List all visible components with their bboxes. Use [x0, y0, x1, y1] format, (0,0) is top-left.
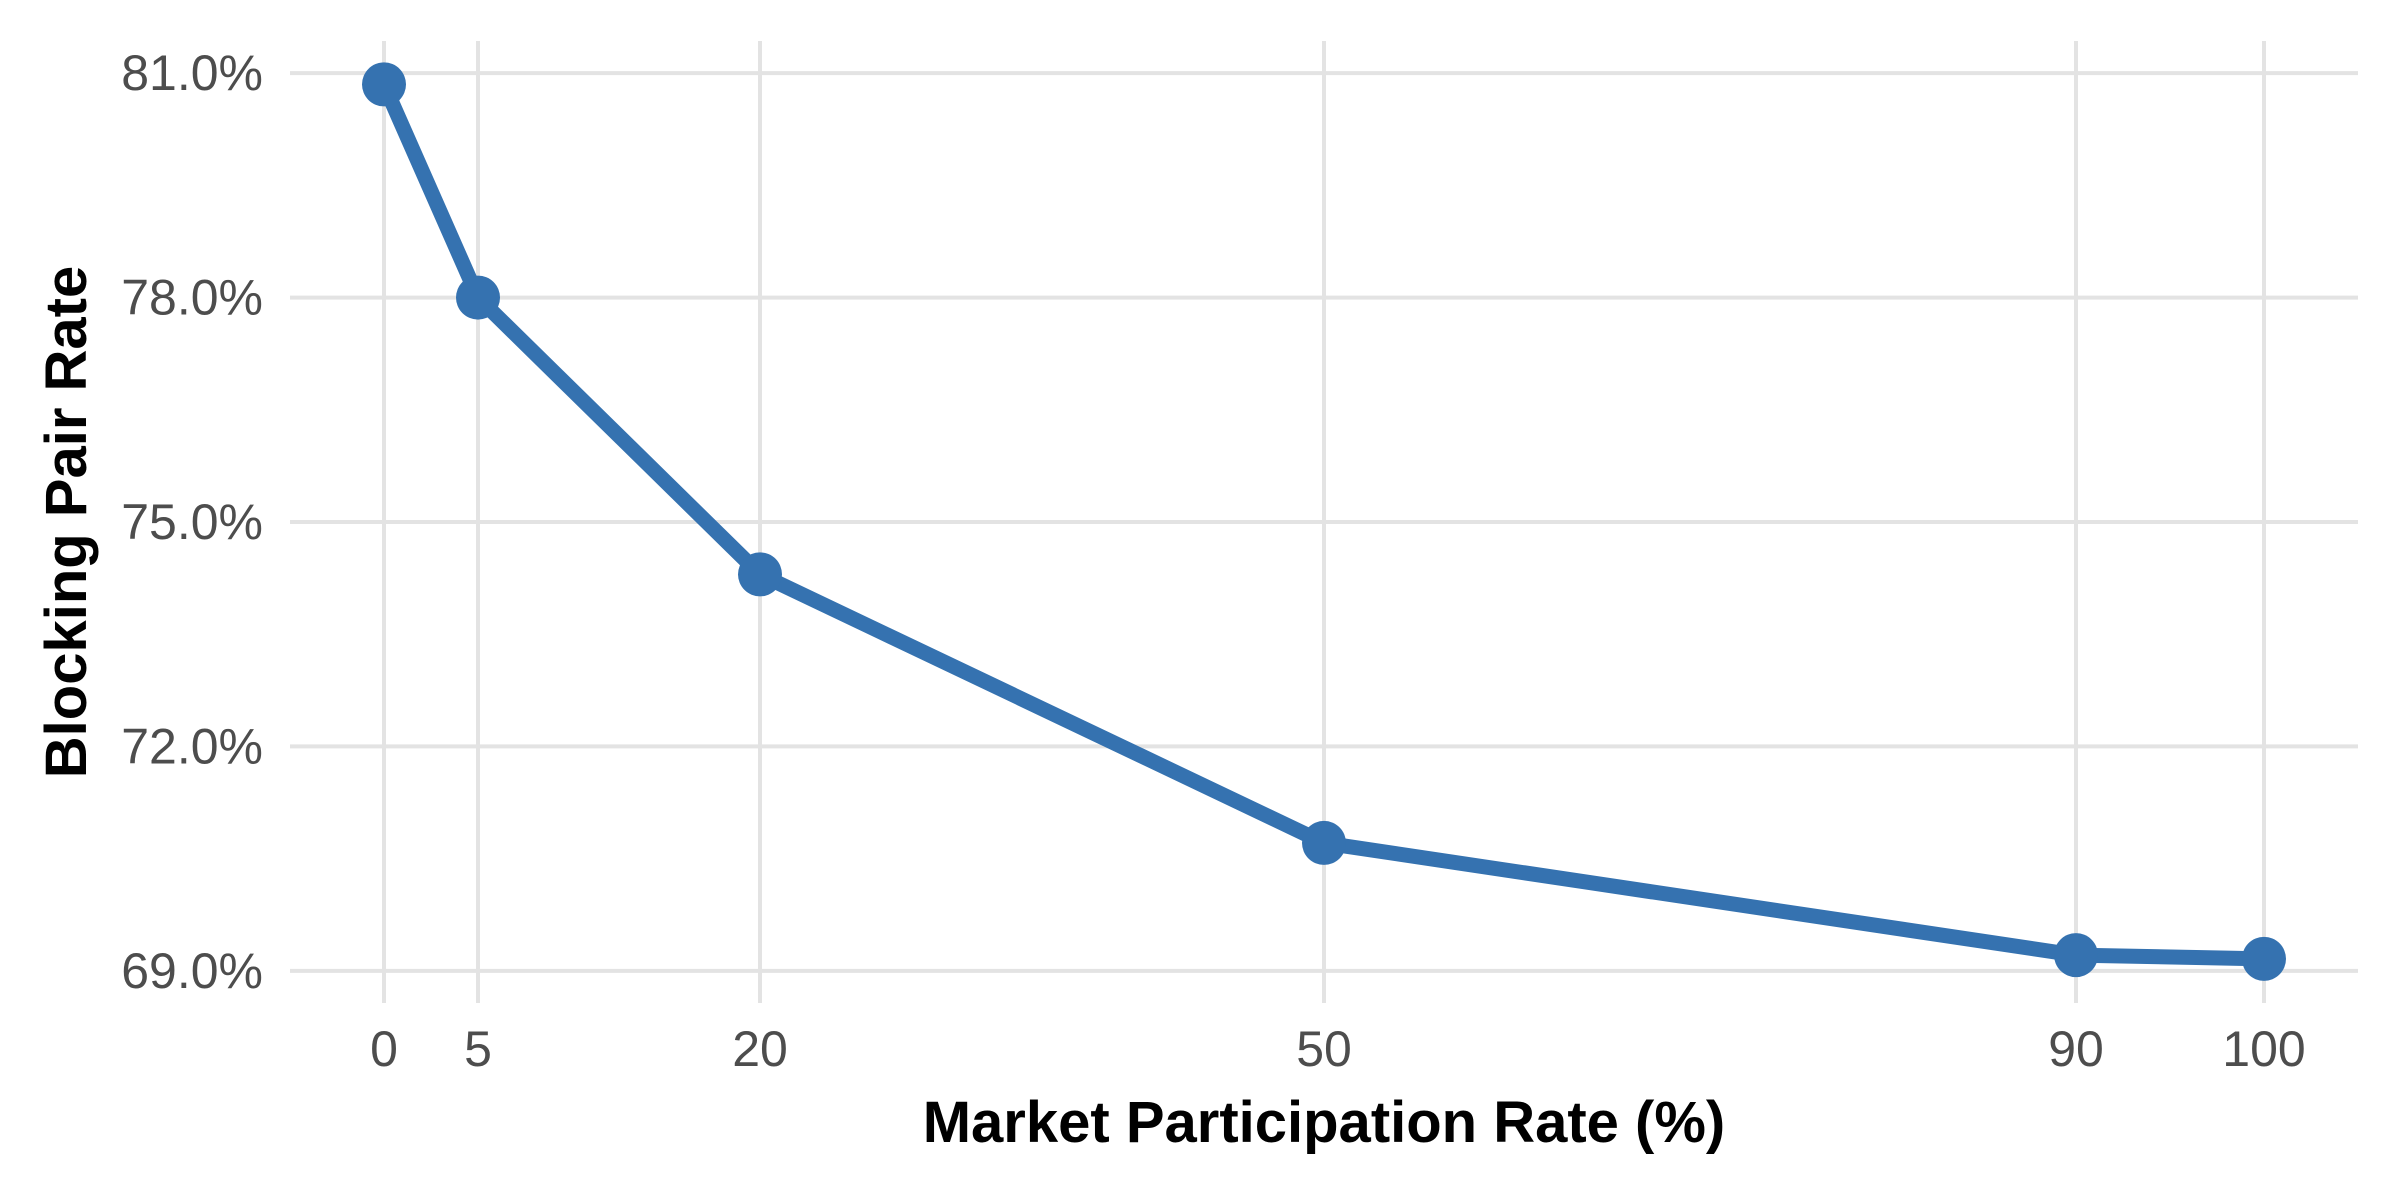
y-tick-label: 72.0%	[121, 718, 263, 774]
data-point	[2054, 933, 2098, 978]
series-layer	[362, 62, 2286, 981]
data-line	[376, 76, 2272, 967]
y-tick-label: 78.0%	[121, 270, 263, 326]
data-point	[456, 275, 500, 320]
y-tick-label: 81.0%	[121, 45, 263, 101]
data-point	[2242, 936, 2286, 981]
data-point	[1302, 820, 1346, 865]
y-axis-title: Blocking Pair Rate	[34, 266, 99, 778]
grid-layer	[290, 41, 2358, 1003]
x-tick-label: 100	[2222, 1021, 2305, 1077]
x-tick-label: 5	[464, 1021, 492, 1077]
y-tick-label: 69.0%	[121, 943, 263, 999]
x-tick-label: 20	[732, 1021, 788, 1077]
tick-layer: 69.0% 72.0% 75.0% 78.0% 81.0% 0 5 20 50 90 100	[121, 45, 2306, 1077]
data-point	[362, 62, 406, 107]
x-axis-title: Market Participation Rate (%)	[923, 1090, 1726, 1155]
y-tick-label: 75.0%	[121, 494, 263, 550]
x-tick-label: 0	[370, 1021, 398, 1077]
x-tick-label: 90	[2048, 1021, 2104, 1077]
data-point	[738, 552, 782, 597]
x-tick-label: 50	[1296, 1021, 1352, 1077]
